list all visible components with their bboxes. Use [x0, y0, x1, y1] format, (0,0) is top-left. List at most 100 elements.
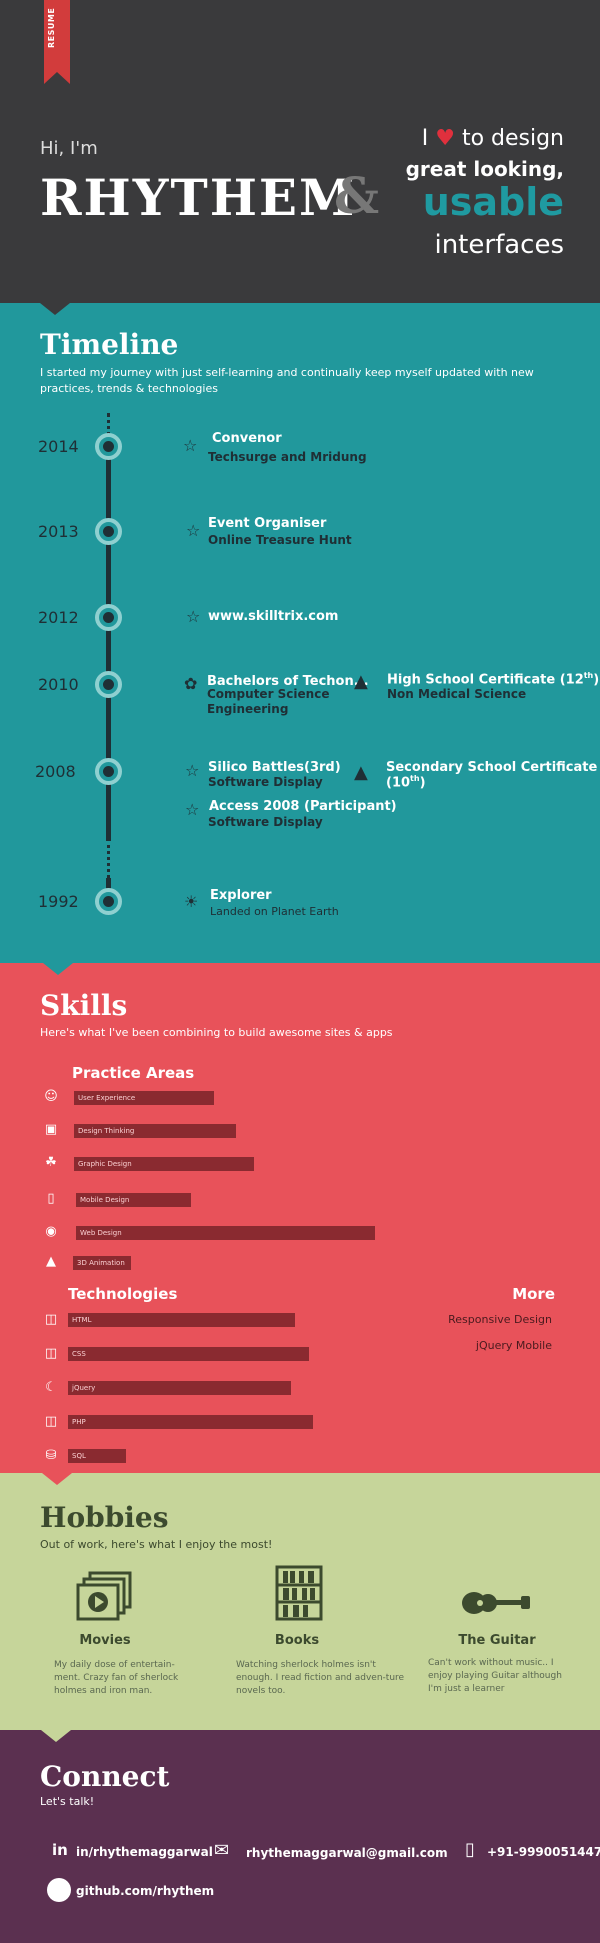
tagline-interfaces: interfaces: [434, 230, 564, 260]
skill-label: User Experience: [78, 1094, 136, 1102]
hobby-guitar-title: The Guitar: [458, 1633, 536, 1648]
timeline-node-2013: [95, 518, 122, 545]
paint-icon: ☘: [45, 1155, 57, 1170]
skill-label: Graphic Design: [78, 1160, 132, 1168]
timeline-line: [106, 441, 111, 841]
tagline-i: I: [421, 126, 429, 151]
timeline-subtitle: I started my journey with just self-lear…: [40, 366, 534, 395]
star-icon: ☆: [185, 761, 200, 780]
event-title-sup: th: [410, 774, 420, 783]
event-title: Bachelors of Techon...: [207, 674, 369, 689]
timeline-dots-top: [107, 413, 110, 443]
skill-label: Web Design: [80, 1229, 122, 1237]
event-title: Secondary School Certificate: [386, 760, 598, 775]
bookshelf-icon: [275, 1565, 323, 1621]
year-2012: 2012: [38, 608, 79, 627]
tech-label: PHP: [72, 1418, 86, 1426]
skill-label: 3D Animation: [77, 1259, 125, 1267]
hobbies-title: Hobbies: [40, 1501, 169, 1534]
hobbies-section: Hobbies Out of work, here's what I enjoy…: [0, 1473, 600, 1730]
tech-label: HTML: [72, 1316, 92, 1324]
timeline-node-1992: [95, 888, 122, 915]
ampersand: &: [334, 166, 380, 225]
tagline-love: I ♥ to design: [414, 126, 564, 151]
database-icon: ⛁: [45, 1448, 57, 1463]
email-link[interactable]: rhythemaggarwal@gmail.com: [246, 1846, 448, 1860]
skill-bar: [74, 1157, 254, 1171]
section-notch: [41, 1730, 71, 1742]
star-icon: ☆: [186, 521, 201, 540]
skill-bar: [76, 1193, 191, 1207]
technologies-heading: Technologies: [68, 1285, 178, 1303]
tech-label: SQL: [72, 1452, 86, 1460]
award-icon: ✿: [184, 674, 198, 693]
header: RESUME Hi, I'm RHYTHEM & I ♥ to design g…: [0, 0, 600, 303]
guitar-icon: [462, 1592, 530, 1614]
tech-bar: [68, 1449, 126, 1463]
event-title: Convenor: [212, 431, 282, 446]
section-notch: [42, 1473, 72, 1485]
event-subtitle: Computer Science: [207, 687, 330, 701]
skills-section: Skills Here's what I've been combining t…: [0, 963, 600, 1473]
sun-icon: ☀: [184, 892, 199, 911]
smiley-icon: ☺: [44, 1089, 58, 1104]
year-2008: 2008: [35, 762, 76, 781]
event-subtitle: Landed on Planet Earth: [210, 905, 339, 918]
film-icon: [76, 1571, 132, 1621]
tagline-usable: usable: [422, 180, 564, 224]
event-title: Explorer: [210, 888, 272, 903]
tech-label: CSS: [72, 1350, 86, 1358]
cube-icon: ▲: [46, 1254, 56, 1269]
linkedin-link[interactable]: in/rhythemaggarwal: [76, 1845, 213, 1859]
skill-bar: [76, 1226, 375, 1240]
hobby-books-text: Watching sherlock holmes isn't enough. I…: [236, 1660, 405, 1696]
event-title-close: ): [419, 775, 426, 791]
linkedin-icon: in: [52, 1841, 68, 1859]
skill-bar: [73, 1256, 131, 1270]
mobile-icon: ▯: [47, 1191, 55, 1206]
connect-title: Connect: [40, 1760, 170, 1793]
event-title-sup: th: [583, 671, 594, 680]
tech-label: jQuery: [72, 1384, 96, 1392]
html5-icon: ◫: [44, 1312, 58, 1327]
graduation-cap-icon: ▲: [354, 671, 368, 692]
star-icon: ☆: [185, 800, 200, 819]
hobby-guitar-text: Can't work without music.. I enjoy playi…: [428, 1658, 562, 1694]
event-title-close: ): [593, 672, 600, 688]
event-link[interactable]: www.skilltrix.com: [208, 609, 339, 624]
phone-link[interactable]: +91-9990051447: [487, 1845, 600, 1859]
section-notch: [43, 963, 73, 975]
hobby-movies-title: Movies: [79, 1633, 131, 1648]
skill-bar: [74, 1091, 214, 1105]
github-link[interactable]: github.com/rhythem: [76, 1884, 215, 1898]
php-icon: ◫: [44, 1414, 58, 1429]
event-subtitle: Software Display: [208, 815, 323, 829]
event-subtitle: Software Display: [208, 775, 323, 789]
envelope-icon: ✉: [214, 1840, 230, 1861]
tech-bar: [68, 1415, 313, 1429]
timeline-title: Timeline: [40, 328, 179, 361]
more-heading: More: [512, 1285, 555, 1303]
skill-label: Mobile Design: [80, 1196, 130, 1204]
tagline-to-design: to design: [461, 126, 564, 151]
tech-bar: [68, 1381, 291, 1395]
event-subtitle: Techsurge and Mridung: [208, 450, 367, 464]
timeline-node-2010: [95, 671, 122, 698]
timeline-node-2012: [95, 604, 122, 631]
timeline-section: Timeline I started my journey with just …: [0, 303, 600, 963]
timeline-node-2014: [95, 433, 122, 460]
star-icon: ☆: [183, 436, 198, 455]
tech-bar: [68, 1313, 295, 1327]
connect-subtitle: Let's talk!: [40, 1795, 95, 1808]
resume-ribbon: [44, 0, 70, 84]
hobby-movies-text: My daily dose of entertain-ment. Crazy f…: [54, 1660, 179, 1696]
skills-subtitle: Here's what I've been combining to build…: [40, 1026, 393, 1039]
connect-section: Connect Let's talk! in in/rhythemaggarwa…: [0, 1730, 600, 1943]
event-subtitle: Non Medical Science: [387, 687, 527, 701]
event-title: High School Certificate (12th): [387, 671, 599, 687]
star-icon: ☆: [186, 607, 201, 626]
globe-icon: ◉: [45, 1224, 57, 1239]
event-title-text: High School Certificate (12: [387, 672, 584, 688]
practice-areas-heading: Practice Areas: [72, 1064, 195, 1082]
timeline-node-2008: [95, 758, 122, 785]
